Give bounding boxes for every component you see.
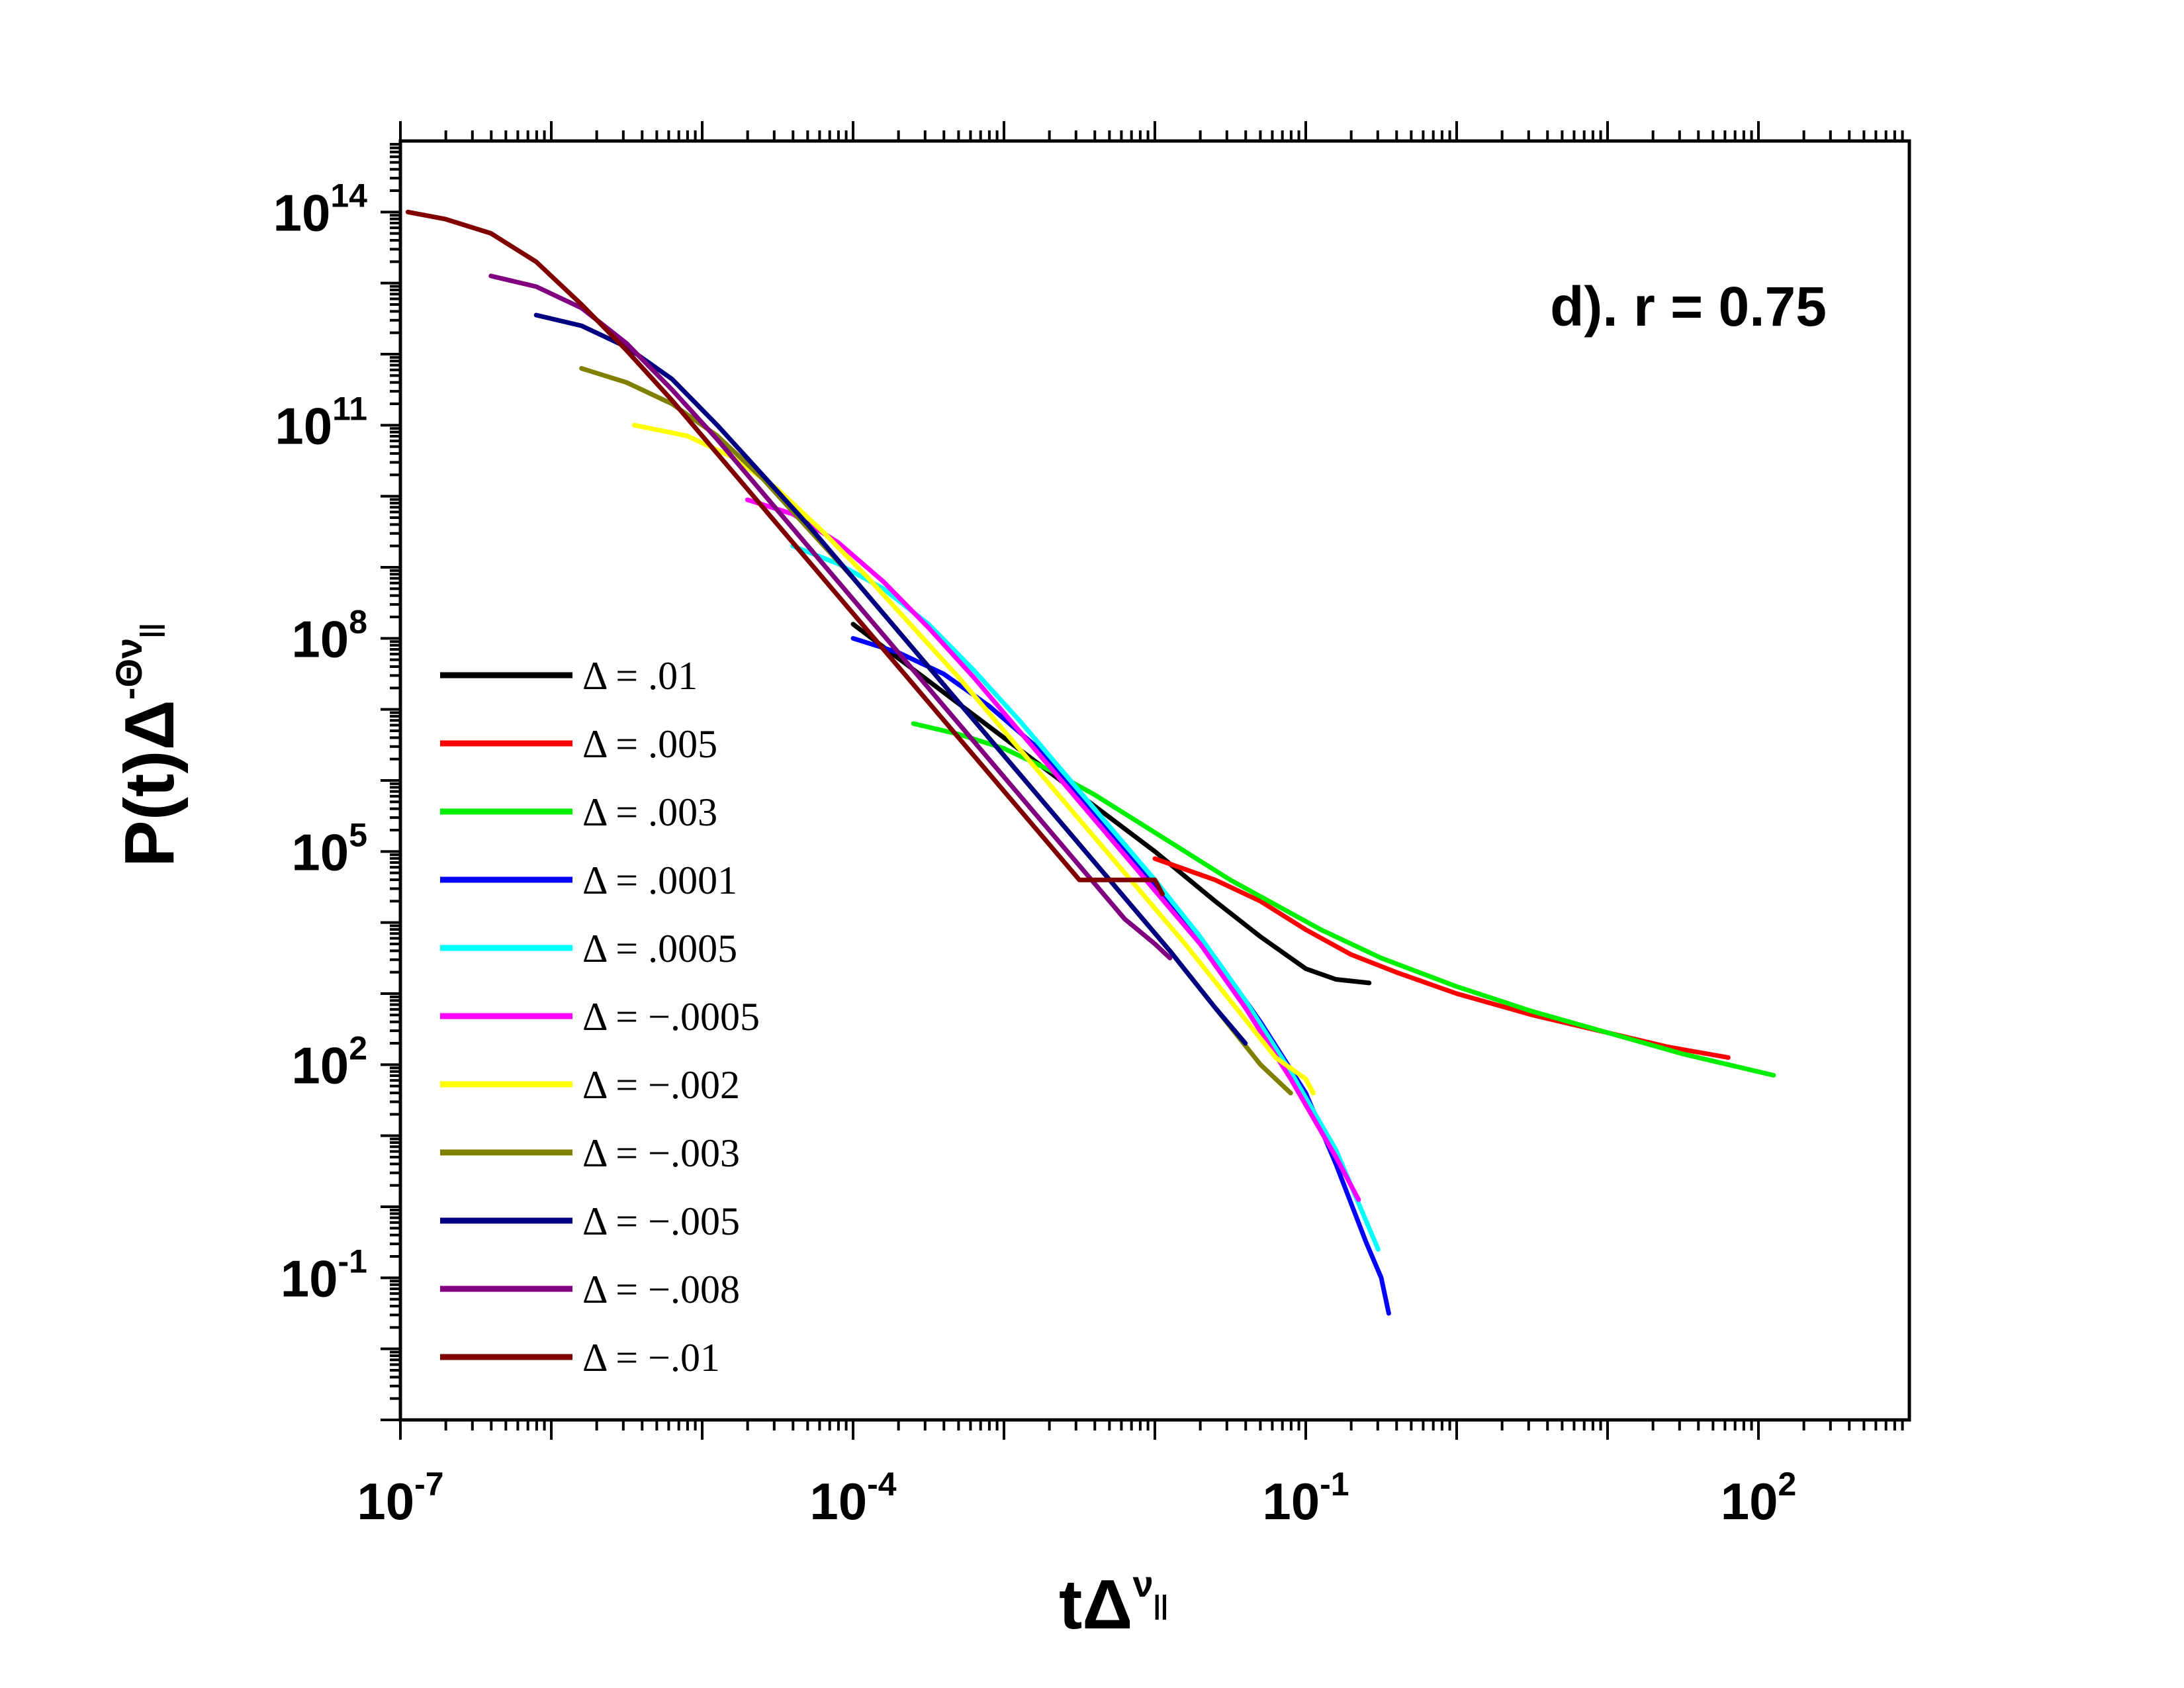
x-axis-title-sup: ν: [1133, 1563, 1154, 1605]
y-tick-label: 1014: [273, 177, 368, 242]
y-tick-label: 102: [291, 1029, 367, 1094]
axis-ticks: [381, 121, 1904, 1440]
y-axis-title-base: P(t)Δ: [111, 700, 189, 867]
y-axis-title-sup: -Θν: [108, 638, 150, 700]
y-axis-title: P(t)Δ-Θν||: [108, 623, 189, 867]
panel-annotation: d). r = 0.75: [1550, 275, 1827, 338]
x-axis-title-base: tΔ: [1059, 1566, 1133, 1644]
x-tick-label: 102: [1721, 1466, 1797, 1530]
legend-label: Δ = .0005: [582, 927, 737, 970]
y-tick-label: 108: [291, 603, 367, 668]
legend-label: Δ = .01: [582, 654, 698, 698]
y-axis-title-sub: ||: [136, 623, 165, 637]
legend: Δ = .01 Δ = .005 Δ = .003 Δ = .0001 Δ = .000…: [440, 654, 760, 1380]
series-group: [405, 209, 1776, 1316]
x-tick-label: 10-7: [357, 1466, 443, 1530]
legend-label: Δ = .003: [582, 790, 717, 834]
x-axis-title-sub: ||: [1154, 1591, 1168, 1620]
x-tick-label: 10-4: [809, 1466, 896, 1530]
x-axis-title: tΔν||: [1059, 1563, 1168, 1644]
x-tick-label: 10-1: [1262, 1466, 1349, 1530]
legend-label: Δ = −.008: [582, 1268, 740, 1311]
legend-label: Δ = −.002: [582, 1063, 740, 1107]
legend-label: Δ = −.003: [582, 1131, 740, 1175]
series-line: [533, 312, 1248, 1046]
legend-label: Δ = .0001: [582, 859, 737, 902]
legend-label: Δ = −.01: [582, 1336, 720, 1380]
y-tick-label: 10-1: [281, 1243, 367, 1307]
legend-label: Δ = −.0005: [582, 995, 760, 1039]
axis-tick-labels: 10-7 10-4 10-1 102 1014 1011 108 105 102 10-1: [273, 177, 1797, 1530]
series-line: [488, 273, 1173, 961]
legend-label: Δ = −.005: [582, 1199, 740, 1243]
series-line: [790, 543, 1381, 1252]
series-line: [405, 209, 1165, 897]
y-tick-label: 105: [291, 816, 367, 881]
y-tick-label: 1011: [275, 390, 367, 455]
legend-label: Δ = .005: [582, 722, 717, 766]
